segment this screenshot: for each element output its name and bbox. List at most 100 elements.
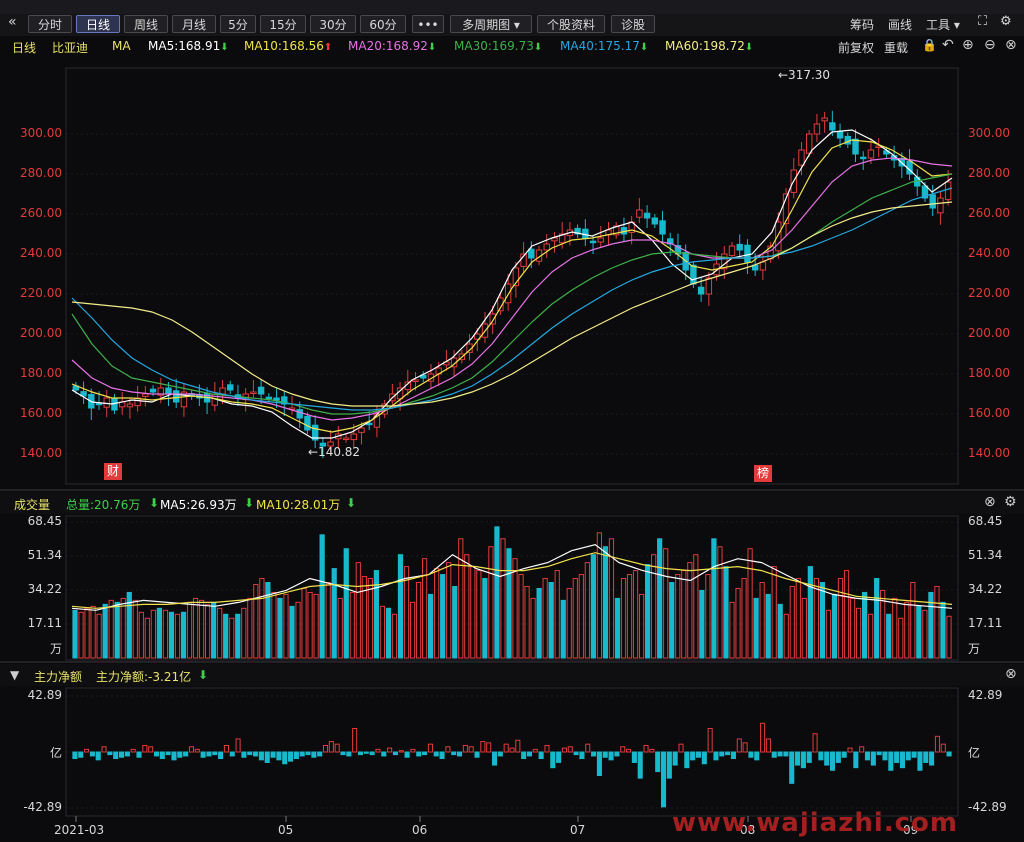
stock-info-button[interactable]: 个股资料 xyxy=(537,15,605,33)
period-button-monthly[interactable]: 月线 xyxy=(172,15,216,33)
close-panel-icon[interactable]: ⊗ xyxy=(1005,37,1017,53)
collapse-sidebar-icon[interactable]: « xyxy=(8,14,17,30)
period-button-weekly[interactable]: 周线 xyxy=(124,15,168,33)
flow-tick-label: 42.89 xyxy=(968,688,1003,702)
flow-bar xyxy=(730,751,736,760)
volume-tick-label: 34.22 xyxy=(27,582,62,596)
candle-body xyxy=(805,133,813,154)
period-button-minute[interactable]: 分时 xyxy=(28,15,72,33)
diagnose-button[interactable]: 诊股 xyxy=(611,15,655,33)
period-button-15min[interactable]: 15分 xyxy=(260,15,306,33)
volume-bar xyxy=(241,607,247,659)
volume-bar xyxy=(415,581,422,659)
volume-bar xyxy=(681,570,687,659)
volume-tick-label: 17.11 xyxy=(968,616,1003,630)
tools-menu-button[interactable]: 工具 ▾ xyxy=(926,16,960,33)
flow-bar xyxy=(95,751,101,761)
flow-tick-label: -42.89 xyxy=(23,800,62,814)
flow-bar xyxy=(754,751,760,761)
candle-body xyxy=(142,393,149,397)
flow-bar xyxy=(305,751,311,756)
multi-period-dropdown[interactable]: 多周期图 ▾ xyxy=(450,15,532,33)
flow-bar xyxy=(532,748,538,753)
flow-bar xyxy=(614,751,620,757)
flow-bar xyxy=(690,751,696,761)
volume-bar xyxy=(687,562,693,659)
ranking-badge[interactable]: 榜 xyxy=(754,465,772,482)
flow-bar xyxy=(946,751,952,757)
volume-bar xyxy=(723,566,729,659)
flow-bar xyxy=(241,751,247,758)
x-tick-label: 05 xyxy=(278,823,293,837)
fullscreen-icon[interactable]: ⛶ xyxy=(978,14,988,29)
volume-bar xyxy=(735,587,741,659)
volume-ma-line-ma10 xyxy=(71,552,953,609)
candle-body xyxy=(165,387,172,395)
close-volume-icon[interactable]: ⊗ xyxy=(984,494,996,510)
volume-bar xyxy=(904,601,910,659)
finance-badge[interactable]: 财 xyxy=(104,463,122,480)
flow-bar xyxy=(457,751,463,757)
volume-settings-icon[interactable]: ⚙ xyxy=(1004,494,1017,510)
candle-body xyxy=(219,387,226,395)
candle-body xyxy=(860,156,867,160)
lock-icon[interactable]: 🔒 xyxy=(922,38,937,52)
volume-bar xyxy=(711,538,717,659)
x-tick-label: 08 xyxy=(740,823,755,837)
undo-icon[interactable]: ↶ xyxy=(942,37,954,53)
flow-bar xyxy=(229,751,235,757)
flow-bar xyxy=(684,751,690,769)
period-toolbar: « 分时 日线 周线 月线 5分 15分 30分 60分 ••• 多周期图 ▾ … xyxy=(0,14,1024,36)
settings-gear-icon[interactable]: ⚙ xyxy=(1000,14,1012,29)
volume-bar xyxy=(831,593,838,659)
flow-bar xyxy=(445,746,451,753)
flow-bar xyxy=(392,751,398,756)
flow-bar xyxy=(649,748,655,753)
flow-bar xyxy=(369,751,375,756)
period-button-5min[interactable]: 5分 xyxy=(220,15,256,33)
volume-bar xyxy=(554,570,560,659)
flow-bar xyxy=(346,751,352,757)
volume-bar xyxy=(916,605,922,659)
volume-bar xyxy=(807,566,813,659)
volume-bar xyxy=(675,574,681,659)
chip-distribution-button[interactable]: 筹码 xyxy=(850,18,875,32)
zoom-out-icon[interactable]: ⊖ xyxy=(984,37,996,53)
ma-line-ma40 xyxy=(71,187,953,411)
forward-adjust-button[interactable]: 前复权 xyxy=(838,41,875,55)
close-flow-icon[interactable]: ⊗ xyxy=(1005,666,1017,682)
flow-bar xyxy=(177,751,183,758)
flow-bar xyxy=(276,751,282,761)
flow-bar xyxy=(363,751,369,754)
price-tick-label: 140.00 xyxy=(20,446,62,460)
ma-line-ma10 xyxy=(71,139,953,433)
period-button-daily[interactable]: 日线 xyxy=(76,15,120,33)
flow-bar xyxy=(940,743,946,753)
flow-bar xyxy=(422,751,428,756)
reload-button[interactable]: 重载 xyxy=(884,41,909,55)
flow-bar xyxy=(264,751,270,763)
volume-bar xyxy=(186,601,193,659)
candle-body xyxy=(643,212,651,219)
volume-bar xyxy=(217,607,223,659)
period-button-30min[interactable]: 30分 xyxy=(310,15,356,33)
flow-bar xyxy=(118,751,125,758)
candle-body xyxy=(227,384,234,391)
zoom-in-icon[interactable]: ⊕ xyxy=(962,37,974,53)
flow-bar xyxy=(672,751,678,766)
price-panel-frame xyxy=(65,67,959,485)
flow-bar xyxy=(660,751,667,808)
volume-bar xyxy=(602,546,609,659)
volume-bar xyxy=(548,581,554,659)
price-ma-lines xyxy=(71,129,953,439)
flow-collapse-icon[interactable]: ▼ xyxy=(10,668,20,682)
volume-ma5-arrow: ⬇ xyxy=(244,496,255,510)
flow-bar xyxy=(748,751,754,758)
price-tick-label: 280.00 xyxy=(968,166,1010,180)
period-button-60min[interactable]: 60分 xyxy=(360,15,406,33)
candle-body xyxy=(674,245,682,255)
flow-bar xyxy=(853,751,859,769)
draw-line-button[interactable]: 画线 xyxy=(888,18,913,32)
more-periods-button[interactable]: ••• xyxy=(412,15,444,33)
